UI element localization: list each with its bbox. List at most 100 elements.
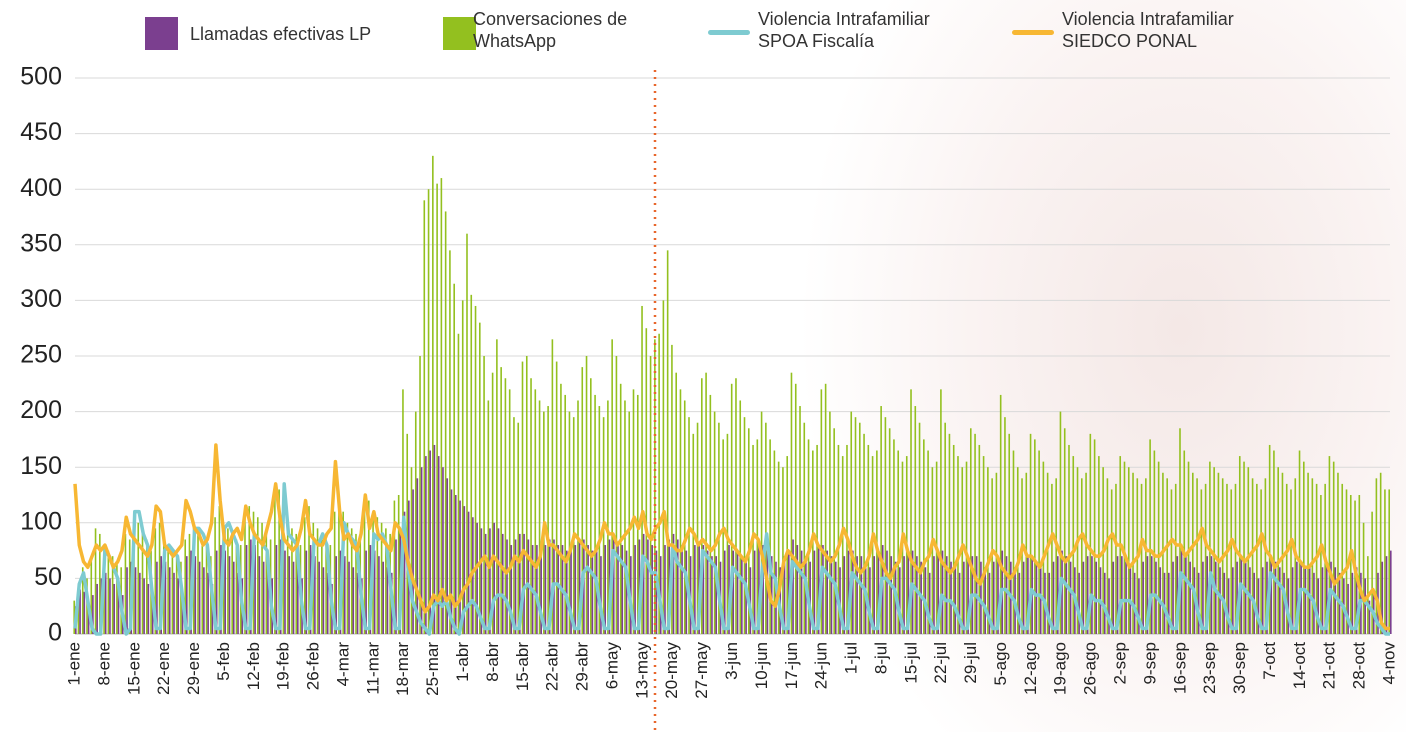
x-tick-label: 25-mar	[423, 642, 442, 696]
bar	[1198, 573, 1200, 634]
bar	[462, 300, 464, 634]
bar	[893, 439, 895, 634]
bar	[647, 539, 649, 634]
bar	[1171, 489, 1173, 634]
bar	[485, 534, 487, 634]
x-tick-label: 9-sep	[1140, 642, 1159, 685]
bar	[233, 562, 235, 634]
bar	[284, 551, 286, 634]
bar	[1185, 556, 1187, 634]
bar	[1390, 551, 1392, 634]
bar	[105, 573, 107, 634]
bar	[833, 428, 835, 634]
bar	[1158, 462, 1160, 634]
x-tick-label: 12-ago	[1021, 642, 1040, 695]
y-tick-label: 400	[20, 174, 62, 202]
bar	[1363, 523, 1365, 634]
bar	[169, 567, 171, 634]
x-tick-label: 4-mar	[333, 642, 352, 687]
x-tick-label: 18-mar	[393, 642, 412, 696]
bar	[493, 523, 495, 634]
bar	[1215, 562, 1217, 634]
bar	[607, 400, 609, 634]
legend-label: Violencia Intrafamiliar SIEDCO PONAL	[1062, 8, 1252, 52]
bar	[143, 578, 145, 634]
bar	[1053, 562, 1055, 634]
bar	[993, 562, 995, 634]
bar	[1347, 584, 1349, 634]
legend-item: Conversaciones de WhatsApp	[443, 8, 643, 58]
bar	[586, 356, 588, 634]
bar	[890, 556, 892, 634]
bar	[984, 567, 986, 634]
bar	[539, 400, 541, 634]
bar	[1128, 467, 1130, 634]
legend-label: Violencia Intrafamiliar SPOA Fiscalía	[758, 8, 948, 52]
bar	[855, 417, 857, 634]
bar	[438, 456, 440, 634]
y-tick-label: 200	[20, 396, 62, 424]
bar	[1307, 473, 1309, 634]
bar	[949, 434, 951, 634]
bar	[886, 551, 888, 634]
bar	[1262, 567, 1264, 634]
bar	[476, 523, 478, 634]
x-tick-label: 22-ene	[154, 642, 173, 695]
x-tick-label: 1-jul	[842, 642, 861, 674]
legend-swatch	[1012, 30, 1054, 35]
page: 0501001502002503003504004505001-ene8-ene…	[0, 0, 1406, 732]
bar	[318, 562, 320, 634]
x-tick-label: 8-jul	[871, 642, 890, 674]
bar	[1364, 578, 1366, 634]
x-tick-label: 15-abr	[513, 642, 532, 691]
bar	[199, 562, 201, 634]
bar	[1189, 562, 1191, 634]
bar	[1218, 473, 1220, 634]
bar	[415, 412, 417, 634]
bar	[1245, 562, 1247, 634]
bar	[263, 562, 265, 634]
bar	[557, 545, 559, 634]
bar	[1142, 562, 1144, 634]
bar	[197, 534, 199, 634]
bar	[889, 428, 891, 634]
bar	[980, 562, 982, 634]
bar	[1004, 417, 1006, 634]
bar	[449, 250, 451, 634]
legend-swatch	[145, 17, 178, 50]
bar	[1141, 484, 1143, 634]
x-tick-label: 12-feb	[244, 642, 263, 690]
bar	[1232, 567, 1234, 634]
bar	[148, 584, 150, 634]
bar	[483, 356, 485, 634]
bar	[650, 356, 652, 634]
bar	[167, 545, 169, 634]
bar	[831, 556, 833, 634]
x-tick-label: 21-oct	[1320, 642, 1339, 690]
bar	[825, 384, 827, 634]
bar	[378, 556, 380, 634]
bar	[1068, 445, 1070, 634]
x-tick-label: 22-jul	[931, 642, 950, 684]
bar	[459, 501, 461, 634]
bar	[1183, 451, 1185, 634]
bar	[108, 551, 110, 634]
bar	[1337, 473, 1339, 634]
bar	[291, 528, 293, 634]
bar	[137, 523, 139, 634]
bar	[643, 534, 645, 634]
bar	[624, 400, 626, 634]
bar	[412, 489, 414, 634]
bar	[135, 567, 137, 634]
x-tick-label: 6-may	[602, 642, 621, 690]
bar	[453, 284, 455, 634]
bar	[739, 400, 741, 634]
bar	[458, 334, 460, 634]
bar	[592, 551, 594, 634]
bar	[109, 578, 111, 634]
bar	[974, 434, 976, 634]
bar	[1051, 484, 1053, 634]
bar	[587, 545, 589, 634]
x-tick-label: 30-sep	[1230, 642, 1249, 694]
bar	[1070, 562, 1072, 634]
